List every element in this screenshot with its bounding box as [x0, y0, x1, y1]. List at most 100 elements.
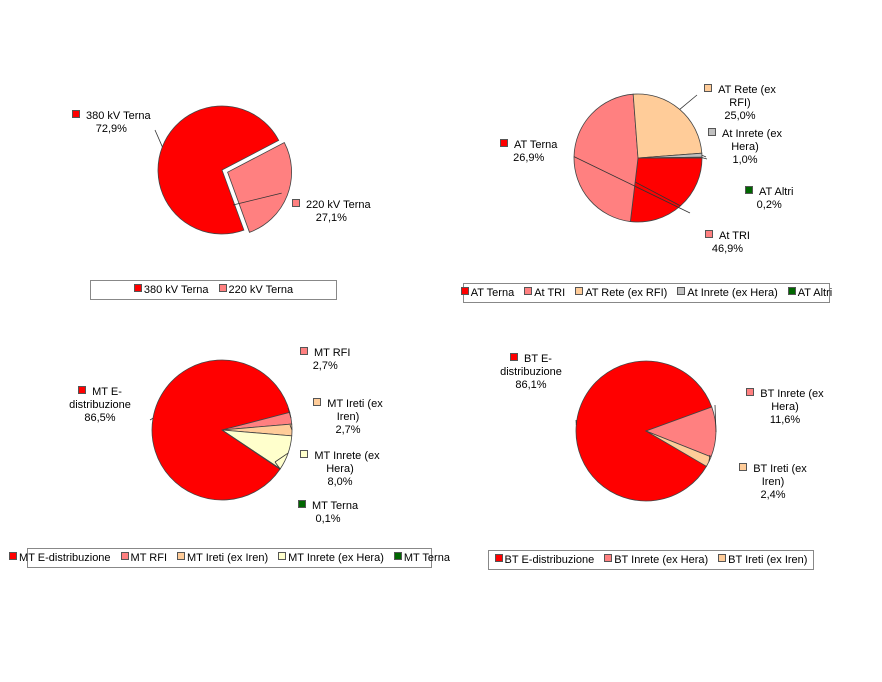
- legend-swatch: [494, 554, 503, 562]
- leader-line: [701, 154, 707, 158]
- legend-swatch: [72, 110, 80, 118]
- legend-swatch: [718, 554, 727, 562]
- legend-item: AT Rete (ex RFI): [575, 287, 667, 299]
- legend-item: BT E-distribuzione: [494, 554, 595, 566]
- legend-swatch: [705, 230, 713, 238]
- value-label: 26,9%: [513, 152, 545, 164]
- legend-item: MT Terna: [393, 552, 450, 564]
- legend-label: 220 kV Terna: [228, 284, 294, 296]
- legend-label: MT Ireti (ex Iren): [187, 552, 269, 564]
- data-label: 220 kV Terna 27,1%: [292, 199, 371, 225]
- leader-line: [274, 452, 289, 463]
- legend-item: 380 kV Terna: [133, 284, 209, 296]
- data-label: MT Terna 0,1%: [298, 500, 358, 526]
- legend-swatch: [524, 287, 533, 295]
- data-label: BT Inrete (ex Hera) 11,6%: [740, 388, 830, 427]
- legend-label: AT Rete (ex RFI): [585, 287, 668, 299]
- value-label: 72,9%: [95, 123, 127, 135]
- legend-swatch: [393, 552, 402, 560]
- value-label: 46,9%: [711, 243, 744, 255]
- value-label: 2,4%: [760, 489, 786, 501]
- leader-line: [232, 192, 282, 206]
- legend-swatch: [218, 284, 227, 292]
- legend-label: At Inrete (ex Hera): [687, 287, 778, 299]
- legend-label: MT Inrete (ex Hera): [288, 552, 384, 564]
- legend-swatch: [604, 554, 613, 562]
- legend-swatch: [460, 287, 469, 295]
- pie-slice: [573, 93, 639, 222]
- value-label: 0,1%: [315, 513, 341, 525]
- pie-slice: [632, 93, 703, 159]
- legend-label: BT E-distribuzione: [504, 554, 595, 566]
- legend-label: AT Altri: [797, 287, 833, 299]
- leader-line: [708, 454, 711, 462]
- leader-line: [714, 404, 717, 433]
- legend-swatch: [120, 552, 129, 560]
- legend-item: AT Terna: [460, 287, 515, 299]
- legend: AT Terna At TRI AT Rete (ex RFI) At Inrete …: [460, 283, 833, 303]
- legend-label: MT RFI: [130, 552, 168, 564]
- series-name: AT Terna: [514, 139, 558, 151]
- pie-slice: [629, 157, 703, 223]
- legend-swatch: [510, 353, 519, 361]
- legend-swatch: [133, 284, 142, 292]
- legend-swatch: [704, 84, 713, 92]
- legend-label: MT Terna: [403, 552, 450, 564]
- legend-swatch: [298, 500, 306, 508]
- legend-swatch: [177, 552, 186, 560]
- legend-label: MT E-distribuzione: [19, 552, 111, 564]
- legend-swatch: [292, 199, 300, 207]
- value-label: 2,7%: [335, 424, 361, 436]
- leader-line: [149, 417, 154, 421]
- value-label: 2,7%: [312, 360, 338, 372]
- data-label: MT RFI 2,7%: [300, 347, 350, 373]
- series-name: At TRI: [719, 230, 750, 242]
- value-label: 0,2%: [756, 199, 782, 211]
- data-label: AT Altri 0,2%: [745, 186, 793, 212]
- value-label: 1,0%: [732, 154, 758, 166]
- legend-swatch: [9, 552, 18, 560]
- series-name: 380 kV Terna: [86, 110, 151, 122]
- series-name: MT Terna: [312, 500, 359, 512]
- data-label: At TRI 46,9%: [705, 230, 750, 256]
- legend: 380 kV Terna 220 kV Terna: [90, 280, 337, 300]
- pie-slice: [151, 359, 291, 501]
- legend-swatch: [745, 186, 753, 194]
- pie-slice: [227, 142, 292, 233]
- value-label: 86,1%: [515, 379, 547, 391]
- pie-slice: [575, 360, 713, 502]
- legend-swatch: [300, 450, 309, 458]
- data-label: 380 kV Terna 72,9%: [72, 110, 151, 136]
- legend-swatch: [739, 463, 748, 471]
- data-label: MT Inrete (ex Hera) 8,0%: [295, 450, 385, 489]
- value-label: 86,5%: [84, 412, 116, 424]
- legend-label: At TRI: [534, 287, 566, 299]
- leader-line: [679, 94, 698, 110]
- series-name: BT Inrete (ex Hera): [760, 388, 824, 413]
- legend-label: AT Terna: [470, 287, 515, 299]
- value-label: 27,1%: [315, 212, 347, 224]
- legend-item: 220 kV Terna: [218, 284, 294, 296]
- legend-label: 380 kV Terna: [143, 284, 209, 296]
- legend-label: BT Ireti (ex Iren): [728, 554, 808, 566]
- data-label: BT E-distribuzione 86,1%: [486, 353, 576, 392]
- legend-item: MT RFI: [120, 552, 168, 564]
- legend-item: AT Altri: [787, 287, 833, 299]
- data-label: At Inrete (ex Hera) 1,0%: [700, 128, 790, 167]
- legend-swatch: [278, 552, 287, 560]
- leader-line: [573, 156, 691, 214]
- data-label: MT Ireti (ex Iren) 2,7%: [303, 398, 393, 437]
- leader-line: [289, 424, 293, 431]
- series-name: BT E-distribuzione: [500, 353, 562, 378]
- leader-line: [287, 407, 292, 419]
- value-label: 25,0%: [724, 110, 756, 122]
- legend: BT E-distribuzione BT Inrete (ex Hera) BT …: [488, 550, 814, 570]
- legend-item: MT Ireti (ex Iren): [177, 552, 268, 564]
- data-label: MT E-distribuzione 86,5%: [55, 386, 145, 425]
- legend-swatch: [677, 287, 686, 295]
- legend-swatch: [708, 128, 717, 136]
- legend-item: BT Ireti (ex Iren): [718, 554, 807, 566]
- legend-item: At Inrete (ex Hera): [677, 287, 778, 299]
- legend-label: BT Inrete (ex Hera): [614, 554, 709, 566]
